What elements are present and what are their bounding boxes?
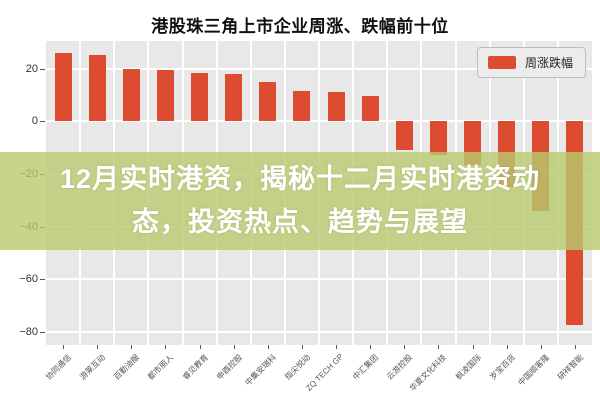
x-axis-tick	[131, 345, 133, 349]
y-axis-tick-label: −60	[19, 273, 38, 286]
x-axis-tick	[540, 345, 542, 349]
x-axis-tick	[165, 345, 167, 349]
x-axis-tick-label: 协同通信	[44, 352, 74, 382]
x-axis-tick	[574, 345, 576, 349]
bar-3	[122, 68, 140, 122]
bar-11	[395, 121, 413, 151]
x-axis-tick	[370, 345, 372, 349]
x-axis-tick-label: 中集安瑞科	[243, 352, 278, 388]
x-axis-tick-label: 研祥智能	[556, 352, 586, 382]
x-axis-tick-label: 岁宝百货	[487, 352, 517, 382]
banner-text-line-1: 12月实时港资，揭秘十二月实时港资动	[59, 164, 541, 194]
bar-12	[429, 121, 447, 156]
x-axis-tick	[233, 345, 235, 349]
x-axis-tick	[97, 345, 99, 349]
y-axis-tick	[40, 331, 45, 333]
x-axis-tick	[336, 345, 338, 349]
x-axis-tick-label: 枫凌国际	[453, 352, 483, 382]
x-axis-tick	[63, 345, 65, 349]
x-axis-tick-label: 百勤油服	[112, 352, 142, 382]
x-axis-tick	[267, 345, 269, 349]
legend: 周涨跌幅	[476, 47, 586, 78]
bar-1	[54, 52, 72, 122]
bar-8	[293, 91, 311, 122]
y-axis-tick-label: −80	[19, 325, 38, 338]
x-axis-tick-label: 睿见教育	[180, 352, 210, 382]
bar-4	[156, 69, 174, 122]
x-axis-tick	[438, 345, 440, 349]
x-axis-tick	[404, 345, 406, 349]
x-axis-tick-label: 都市丽人	[146, 352, 176, 382]
bar-5	[191, 72, 209, 122]
x-axis-tick-label: 指尖悦动	[283, 352, 313, 382]
watermark-text-banner: 12月实时港资，揭秘十二月实时港资动 态，投资热点、趋势与展望	[0, 152, 600, 250]
x-axis-tick-label: 申酉控股	[214, 352, 244, 382]
x-axis-tick	[199, 345, 201, 349]
x-axis-tick-label: 中汇集团	[351, 352, 381, 382]
bar-9	[327, 92, 345, 122]
bar-6	[225, 73, 243, 122]
x-axis-tick	[472, 345, 474, 349]
banner-text-line-2: 态，投资热点、趋势与展望	[132, 207, 468, 237]
y-axis-tick	[40, 121, 45, 123]
x-axis-tick	[301, 345, 303, 349]
y-axis-tick	[40, 68, 45, 70]
bar-7	[259, 81, 277, 122]
y-axis-tick-label: 0	[31, 115, 38, 128]
chart-title: 港股珠三角上市企业周涨、跌幅前十位	[151, 17, 449, 36]
x-axis-tick-label: 游莱互动	[78, 352, 108, 382]
x-axis-tick-label: 中国顺客隆	[516, 352, 551, 388]
x-axis-tick	[506, 345, 508, 349]
y-axis-tick-label: 20	[25, 62, 38, 75]
bar-2	[88, 55, 106, 122]
legend-label: 周涨跌幅	[524, 56, 573, 70]
y-axis-tick	[40, 279, 45, 281]
x-axis-tick-label: 云游控股	[385, 352, 415, 382]
bar-10	[361, 96, 379, 122]
legend-swatch	[487, 56, 516, 69]
